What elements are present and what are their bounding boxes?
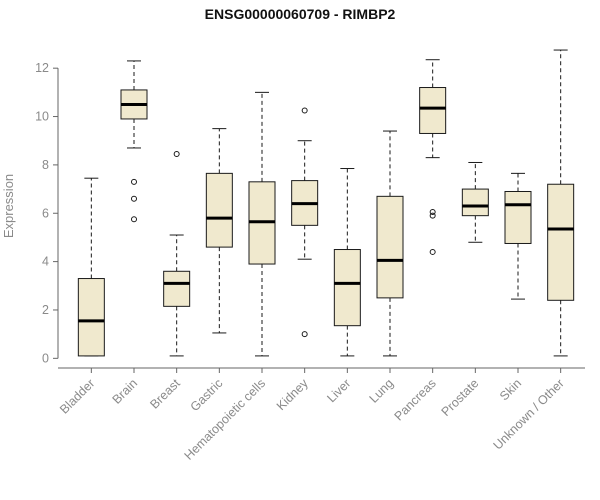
outlier-point <box>301 331 308 338</box>
iqr-box <box>205 172 233 248</box>
boxplot-skin <box>504 172 532 300</box>
outlier-point <box>131 178 137 185</box>
y-tick-label: 4 <box>42 255 49 269</box>
y-tick-label: 2 <box>42 303 49 317</box>
iqr-box <box>376 195 404 299</box>
plot-area: 0 2 4 6 8 10 12 Bladder Brain Breast GastricHemato… <box>35 49 585 463</box>
y-axis-label: Expression <box>1 174 16 238</box>
iqr-box <box>504 190 532 244</box>
x-tick-label: Prostate <box>439 376 482 419</box>
y-tick-label: 8 <box>42 158 49 172</box>
x-tick-label: Lung <box>367 376 397 406</box>
boxplot-hematopoietic-cells <box>248 91 276 357</box>
x-tick-label: Liver <box>324 376 353 405</box>
y-tick-label: 12 <box>35 61 49 75</box>
boxplot-liver <box>333 168 361 357</box>
y-tick-label: 6 <box>42 206 49 220</box>
outlier-point <box>301 107 308 114</box>
boxplot-brain <box>120 60 148 223</box>
boxplot-lung <box>376 130 404 357</box>
iqr-box <box>547 183 575 301</box>
boxplot-gastric <box>205 128 233 334</box>
iqr-box <box>77 278 105 357</box>
boxplot-pancreas <box>419 59 447 255</box>
x-tick-label: Gastric <box>188 376 226 414</box>
x-tick-label: Pancreas <box>392 376 439 423</box>
x-tick-label: Brain <box>110 376 141 407</box>
x-tick-label: Skin <box>497 376 524 403</box>
outlier-point <box>429 209 436 216</box>
boxplot-unknown-other <box>547 49 575 357</box>
outlier-point <box>429 248 436 255</box>
x-tick-label: Kidney <box>274 376 311 413</box>
iqr-box <box>163 270 191 307</box>
x-tick-label: Breast <box>147 376 183 412</box>
boxplot-kidney <box>291 107 319 338</box>
outlier-point <box>131 216 137 223</box>
x-tick-label: Hematopoietic cells <box>182 376 269 463</box>
outlier-point <box>429 212 436 219</box>
iqr-box <box>419 87 447 134</box>
outlier-point <box>173 151 180 158</box>
y-tick-label: 10 <box>35 110 49 124</box>
y-tick-label: 0 <box>42 351 49 365</box>
boxplot-prostate <box>461 161 489 243</box>
boxplot-bladder <box>77 177 105 357</box>
iqr-box <box>461 188 489 217</box>
iqr-box <box>333 249 361 327</box>
chart-title: ENSG00000060709 - RIMBP2 <box>205 6 396 22</box>
x-tick-label: Bladder <box>57 376 97 416</box>
outlier-point <box>131 195 137 202</box>
boxplot-breast <box>163 151 191 357</box>
